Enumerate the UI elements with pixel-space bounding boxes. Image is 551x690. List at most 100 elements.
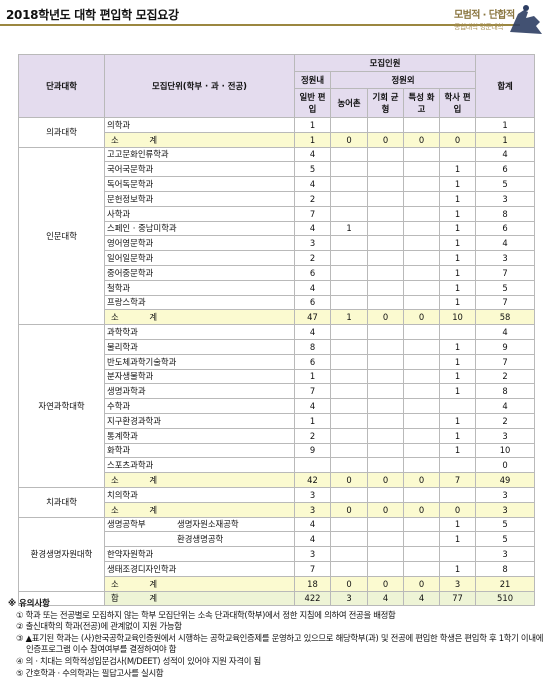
cell-basic: [367, 516, 404, 533]
cell-general: 3: [294, 546, 331, 562]
cell-farm: [330, 279, 368, 296]
note-item: ③ ▲표기된 학과는 (사)한국공학교육인증원에서 시행하는 공학교육인증제를 …: [16, 632, 544, 655]
subtotal-row: 소 계 18 0 0 0 3 21: [19, 575, 536, 592]
cell-bachelor: 1: [438, 176, 477, 192]
major-name: 환경생명공학: [177, 534, 224, 545]
cell-special: [403, 398, 440, 414]
cell-bachelor: [438, 146, 477, 163]
header-quota-group: 모집인원: [293, 54, 477, 72]
cell-general: 2: [294, 250, 331, 266]
logo-text: 모범적 · 단합적: [454, 10, 515, 21]
cell-bachelor: 1: [438, 442, 477, 459]
cell-basic: [367, 368, 404, 385]
unit-name: 물리학과: [104, 338, 295, 355]
cell-special: 0: [403, 131, 440, 148]
unit-name: 한약자원학과: [104, 546, 295, 562]
header-farm: 농어촌: [330, 88, 368, 118]
cell-farm: [330, 353, 368, 370]
title-divider: [0, 24, 520, 26]
cell-general: 4: [294, 176, 331, 192]
cell-basic: [367, 486, 404, 503]
cell-general: 8: [294, 338, 331, 355]
cell-farm: [330, 294, 368, 311]
cell-farm: [330, 383, 368, 400]
cell-farm: [330, 117, 368, 133]
cell-farm: [330, 560, 368, 577]
cell-special: [403, 176, 440, 192]
table-row: 생명과학과 7 1 8: [19, 383, 536, 400]
cell-special: [403, 117, 440, 133]
cell-general: 7: [294, 205, 331, 222]
cell-sum: 5: [475, 531, 536, 548]
cell-sum: 7: [475, 353, 536, 370]
grand-total-row: 합 계 422 3 4 4 77 510: [18, 590, 536, 607]
cell-general: 7: [294, 560, 331, 577]
cell-bachelor: [438, 324, 477, 340]
cell-general: 4: [294, 146, 331, 163]
cell-special: [403, 250, 440, 266]
cell-general: 6: [294, 294, 331, 311]
cell-special: [403, 368, 440, 385]
cell-special: [403, 383, 440, 400]
subtotal-row: 소 계 42 0 0 0 7 49: [19, 472, 536, 488]
cell-farm: 1: [330, 220, 368, 237]
unit-name: 생태조경디자인학과: [104, 560, 295, 577]
cell-sum: 5: [475, 279, 536, 296]
cell-sum: 5: [475, 516, 536, 533]
header-sum: 합계: [475, 54, 536, 118]
cell-special: [403, 353, 440, 370]
cell-general: 3: [294, 486, 331, 503]
cell-basic: [367, 560, 404, 577]
unit-name: 치의학과: [104, 486, 295, 503]
header-bachelor: 학사 편입: [438, 88, 477, 118]
cell-sum: 3: [475, 501, 536, 518]
cell-bachelor: [438, 546, 477, 562]
cell-farm: [330, 398, 368, 414]
unit-name: 분자생물학과: [104, 368, 295, 385]
subtotal-row: 소 계 47 1 0 0 10 58: [19, 309, 536, 326]
unit-name: 수학과: [104, 398, 295, 414]
table-row: 인문대학 고고문화인류학과 4 4: [18, 146, 536, 326]
cell-basic: [367, 294, 404, 311]
college-name: 자연과학대학: [18, 324, 105, 488]
cell-general: 2: [294, 190, 331, 207]
note-item: ② 출신대학의 학과(전공)에 관계없이 지원 가능함: [16, 621, 182, 632]
table-row: 통계학과 2 1 3: [19, 427, 536, 444]
cell-sum: 4: [475, 398, 536, 414]
table-row: 독어독문학과 4 1 5: [19, 176, 536, 192]
cell-sum: 3: [475, 486, 536, 503]
cell-sum: 6: [475, 161, 536, 178]
table-row: 치과대학 치의학과 3 3: [18, 486, 536, 518]
cell-farm: [330, 412, 368, 429]
cell-sum: 9: [475, 338, 536, 355]
cell-special: 0: [403, 575, 440, 592]
cell-special: [403, 442, 440, 459]
cell-special: [403, 264, 440, 281]
cell-farm: [330, 546, 368, 562]
unit-name: 의학과: [104, 117, 295, 133]
cell-special: [403, 205, 440, 222]
header-basic: 기회 균형: [367, 88, 404, 118]
cell-sum: 3: [475, 190, 536, 207]
table-row: 한약자원학과 3 3: [19, 546, 536, 562]
note-item: ④ 의 · 치대는 의학적성입문검사(M/DEET) 성적이 있어야 지원 자격…: [16, 655, 261, 666]
table-row: 영어영문학과 3 1 4: [19, 235, 536, 252]
cell-basic: [367, 264, 404, 281]
cell-farm: 0: [330, 575, 368, 592]
cell-bachelor: [438, 457, 477, 474]
subtotal-row: 소 계 3 0 0 0 0 3: [19, 501, 536, 518]
cell-basic: [367, 190, 404, 207]
cell-general: [294, 457, 331, 474]
cell-basic: [367, 353, 404, 370]
cell-general: 4: [294, 324, 331, 340]
cell-farm: 3: [330, 590, 368, 607]
cell-bachelor: [438, 486, 477, 503]
cell-general: 42: [294, 472, 331, 488]
cell-basic: [367, 117, 404, 133]
cell-special: [403, 220, 440, 237]
note-item: ① 학과 또는 전공별로 모집하지 않는 학부 모집단위는 소속 단과대학(학부…: [16, 609, 396, 620]
cell-basic: [367, 161, 404, 178]
cell-general: 47: [294, 309, 331, 326]
header-college: 단과대학: [18, 54, 105, 118]
unit-name: 스포츠과학과: [104, 457, 295, 474]
